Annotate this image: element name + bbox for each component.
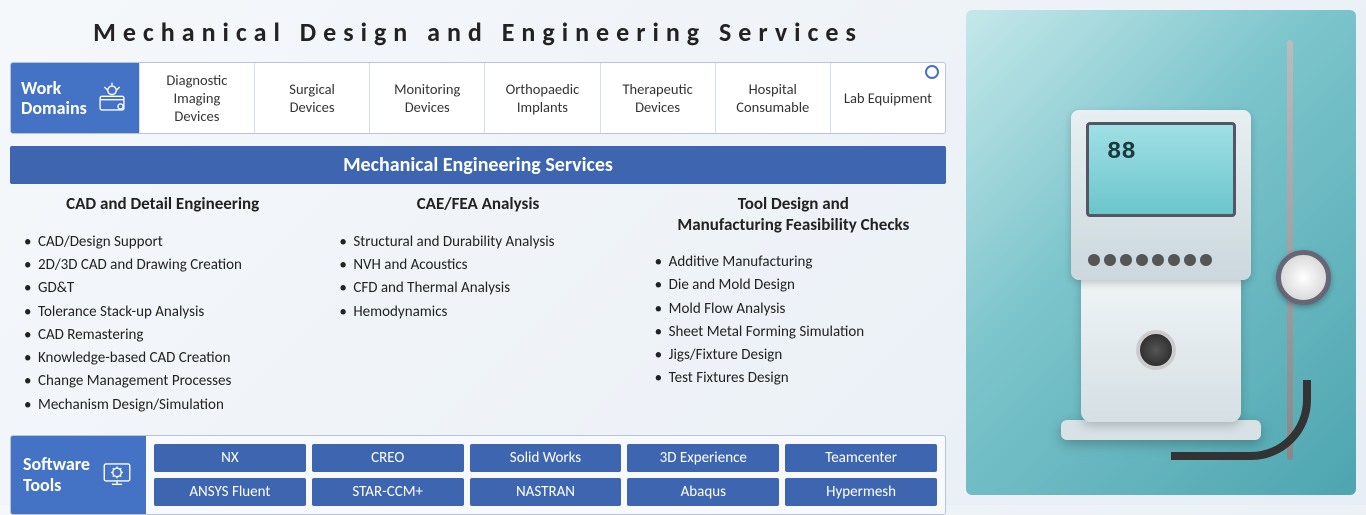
software-tool-chip: Hypermesh — [785, 478, 937, 506]
software-tool-chip: ANSYS Fluent — [154, 478, 306, 506]
list-item: Sheet Metal Forming Simulation — [655, 321, 946, 344]
domain-item: Diagnostic ImagingDevices — [139, 63, 254, 133]
software-tool-chip: Teamcenter — [785, 444, 937, 472]
software-tools-box: Software Tools NXCREOSolid Works3D Exper… — [10, 435, 946, 515]
column-list: Additive ManufacturingDie and Mold Desig… — [641, 251, 946, 391]
software-tools-label: Software Tools — [11, 436, 146, 514]
software-tools-grid: NXCREOSolid Works3D ExperienceTeamcenter… — [146, 436, 945, 514]
domain-item: OrthopaedicImplants — [484, 63, 599, 133]
tools-label-line1: Software — [23, 454, 90, 475]
software-tool-chip: STAR-CCM+ — [312, 478, 464, 506]
list-item: Test Fixtures Design — [655, 367, 946, 390]
work-domains-row: Work Domains Diagnostic ImagingDevicesSu… — [10, 62, 946, 134]
list-item: Die and Mold Design — [655, 274, 946, 297]
list-item: GD&T — [24, 277, 315, 300]
list-item: Tolerance Stack-up Analysis — [24, 301, 315, 324]
tools-label-line2: Tools — [23, 475, 90, 496]
column-heading: CAE/FEA Analysis — [325, 194, 630, 214]
column-list: Structural and Durability AnalysisNVH an… — [325, 231, 630, 324]
list-item: Additive Manufacturing — [655, 251, 946, 274]
column-list: CAD/Design Support2D/3D CAD and Drawing … — [10, 231, 315, 417]
software-tool-chip: 3D Experience — [627, 444, 779, 472]
list-item: CAD Remastering — [24, 324, 315, 347]
list-item: CFD and Thermal Analysis — [339, 277, 630, 300]
list-item: Change Management Processes — [24, 370, 315, 393]
software-tool-chip: Abaqus — [627, 478, 779, 506]
services-column: CAE/FEA Analysis Structural and Durabilit… — [325, 194, 630, 416]
list-item: Mechanism Design/Simulation — [24, 394, 315, 417]
software-tool-chip: NX — [154, 444, 306, 472]
services-column: CAD and Detail Engineering CAD/Design Sup… — [10, 194, 315, 416]
domain-item: MonitoringDevices — [369, 63, 484, 133]
services-header-bar: Mechanical Engineering Services — [10, 146, 946, 184]
list-item: Knowledge-based CAD Creation — [24, 347, 315, 370]
list-item: CAD/Design Support — [24, 231, 315, 254]
domain-item: SurgicalDevices — [254, 63, 369, 133]
column-heading: CAD and Detail Engineering — [10, 194, 315, 214]
domain-item: HospitalConsumable — [715, 63, 830, 133]
page: Mechanical Design and Engineering Servic… — [0, 0, 1366, 505]
column-heading: Tool Design andManufacturing Feasibility… — [641, 194, 946, 235]
list-item: Jigs/Fixture Design — [655, 344, 946, 367]
domain-item: TherapeuticDevices — [600, 63, 715, 133]
lightbulb-box-icon — [95, 81, 129, 115]
page-title: Mechanical Design and Engineering Servic… — [10, 16, 946, 48]
work-domains-label-line1: Work — [21, 78, 87, 99]
work-domains-label: Work Domains — [11, 63, 139, 133]
services-columns: CAD and Detail Engineering CAD/Design Sup… — [10, 194, 946, 416]
monitor-gear-icon — [100, 458, 134, 492]
content-column: Mechanical Design and Engineering Servic… — [0, 0, 956, 505]
software-tool-chip: Solid Works — [470, 444, 622, 472]
list-item: Hemodynamics — [339, 301, 630, 324]
medical-device-illustration — [966, 10, 1356, 495]
list-item: Structural and Durability Analysis — [339, 231, 630, 254]
services-column: Tool Design andManufacturing Feasibility… — [641, 194, 946, 416]
software-tool-chip: CREO — [312, 444, 464, 472]
list-item: NVH and Acoustics — [339, 254, 630, 277]
work-domains-label-line2: Domains — [21, 98, 87, 119]
domain-item: Lab Equipment — [830, 63, 945, 133]
list-item: 2D/3D CAD and Drawing Creation — [24, 254, 315, 277]
software-tool-chip: NASTRAN — [470, 478, 622, 506]
hero-image-column — [956, 0, 1366, 505]
list-item: Mold Flow Analysis — [655, 298, 946, 321]
